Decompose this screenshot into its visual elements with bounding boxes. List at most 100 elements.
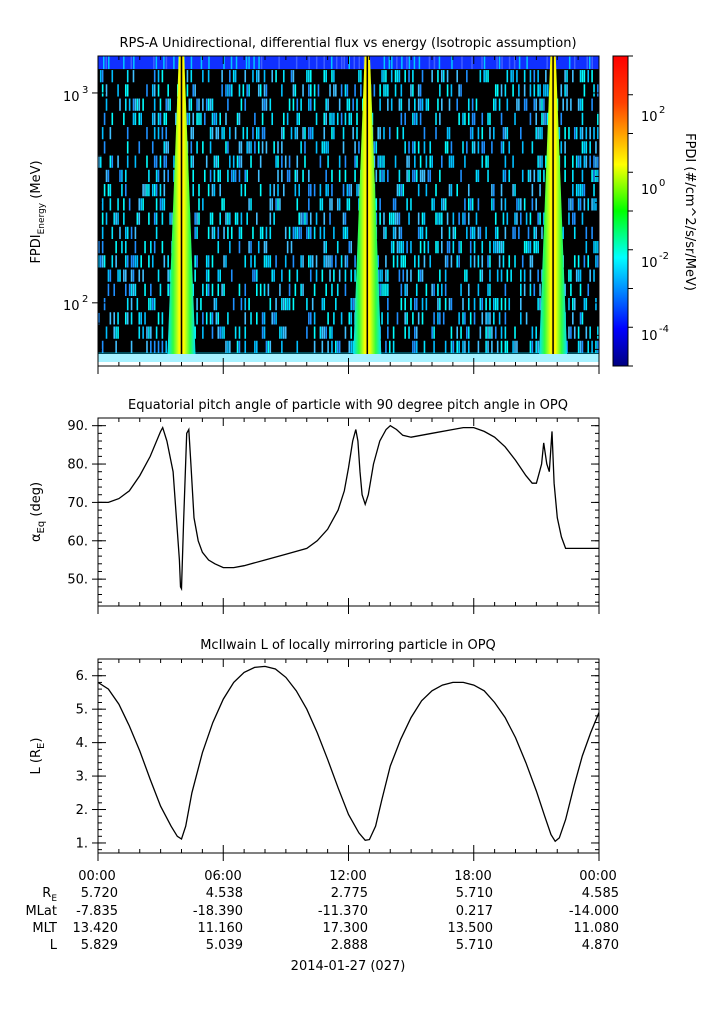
spectrogram-cell bbox=[398, 98, 401, 111]
spectrogram-cell bbox=[219, 326, 221, 339]
spectrogram-cell bbox=[493, 184, 495, 197]
spectrogram-cell bbox=[215, 312, 218, 325]
spectrogram-cell bbox=[327, 312, 329, 325]
spectrogram-cell bbox=[107, 184, 110, 197]
y-tick-label: 70. bbox=[67, 496, 88, 511]
spectrogram-cell bbox=[356, 127, 358, 140]
spectrogram-cell bbox=[450, 141, 453, 154]
colorbar-gradient bbox=[612, 55, 629, 367]
spectrogram-cell bbox=[281, 127, 283, 140]
spectrogram-cell bbox=[234, 212, 237, 225]
spectrogram-cell bbox=[435, 112, 437, 126]
spectrogram-cell bbox=[263, 127, 266, 140]
spectrogram-cell bbox=[103, 298, 106, 311]
spectrogram-cell bbox=[277, 155, 279, 168]
spectrogram-cell bbox=[513, 56, 516, 70]
spectrogram-cell bbox=[123, 198, 125, 211]
spectrogram-cell bbox=[242, 84, 245, 97]
spectrogram-cell bbox=[286, 241, 289, 254]
spectrogram-cell bbox=[573, 127, 576, 140]
spectrogram-cell bbox=[448, 241, 451, 254]
spectrogram-cell bbox=[439, 84, 441, 97]
spectrogram-cell bbox=[450, 326, 453, 339]
spectrogram-cell bbox=[446, 127, 449, 140]
spectrogram-cell bbox=[504, 169, 507, 183]
spectrogram-cell bbox=[98, 241, 100, 254]
spectrogram-cell bbox=[579, 340, 582, 353]
spectrogram-cell bbox=[585, 155, 588, 168]
spectrogram-cell bbox=[213, 184, 216, 197]
spectrogram-cell bbox=[354, 269, 356, 282]
spectrogram-cell bbox=[338, 269, 341, 282]
spectrogram-cell bbox=[440, 283, 443, 297]
spectrogram-cell bbox=[387, 312, 389, 325]
spectrogram-cell bbox=[456, 255, 459, 268]
spectrogram-cell bbox=[415, 112, 418, 126]
spectrogram-cell bbox=[329, 198, 331, 211]
spectrogram-cell bbox=[173, 169, 175, 183]
spectrogram-cell bbox=[444, 283, 447, 297]
spectrogram-cell bbox=[165, 56, 168, 70]
spectrogram-cell bbox=[356, 155, 358, 168]
spectrogram-cell bbox=[140, 198, 142, 211]
spectrogram-cell bbox=[213, 169, 216, 183]
spectrogram-cell bbox=[308, 226, 310, 240]
spectrogram-cell bbox=[254, 141, 256, 154]
spectrogram-cell bbox=[117, 155, 119, 168]
spectrogram-cell bbox=[146, 326, 148, 339]
spectrogram-cell bbox=[479, 298, 482, 311]
spectrogram-cell bbox=[111, 112, 114, 126]
spectrogram-cell bbox=[294, 127, 297, 140]
spectrogram-cell bbox=[423, 255, 426, 268]
spectrogram-cell bbox=[265, 255, 268, 268]
spectrogram-cell bbox=[442, 70, 445, 83]
spectrogram-cell bbox=[221, 84, 223, 97]
spectrogram-cell bbox=[523, 98, 526, 111]
spectrogram-cell bbox=[458, 312, 460, 325]
spectrogram-cell bbox=[165, 98, 168, 111]
spectrogram-cell bbox=[531, 198, 534, 211]
spectrogram-cell bbox=[295, 56, 298, 70]
spectrogram-cell bbox=[508, 255, 511, 268]
spectrogram-cell bbox=[539, 298, 541, 311]
spectrogram-cell bbox=[504, 326, 507, 339]
spectrogram-cell bbox=[336, 340, 339, 353]
spectrogram-cell bbox=[309, 269, 312, 282]
spectrogram-cell bbox=[581, 340, 584, 353]
spectrogram-cell bbox=[325, 169, 327, 183]
spectrogram-cell bbox=[146, 155, 148, 168]
spectrogram-cell bbox=[229, 340, 231, 353]
spectrogram-cell bbox=[269, 98, 272, 111]
spectrogram-cell bbox=[140, 312, 142, 325]
spectrogram-cell bbox=[421, 212, 424, 225]
spectrogram-cell bbox=[406, 198, 408, 211]
spectrogram-cell bbox=[211, 184, 214, 197]
spectrogram-cell bbox=[308, 255, 310, 268]
spectrogram-cell bbox=[148, 212, 150, 225]
spectrogram-cell bbox=[587, 283, 590, 297]
spectrogram-cell bbox=[194, 255, 196, 268]
spectrogram-cell bbox=[493, 312, 495, 325]
spectrogram-cell bbox=[232, 169, 235, 183]
spectrogram-cell bbox=[105, 169, 108, 183]
spectrogram-cell bbox=[595, 141, 597, 154]
spectrogram-cell bbox=[385, 283, 387, 297]
spectrogram-cell bbox=[256, 127, 258, 140]
spectrogram-cell bbox=[133, 56, 135, 70]
spectrogram-cell bbox=[444, 141, 447, 154]
spectrogram-cell bbox=[583, 255, 586, 268]
spectrogram-cell bbox=[207, 283, 210, 297]
spectrogram-cell bbox=[444, 298, 447, 311]
spectrogram-cell bbox=[163, 141, 166, 154]
spectrogram-cell bbox=[190, 70, 193, 83]
spectrogram-cell bbox=[323, 326, 326, 339]
spectrogram-cell bbox=[398, 241, 401, 254]
spectrogram-cell bbox=[107, 169, 110, 183]
spectrogram-cell bbox=[579, 312, 582, 325]
spectrogram-cell bbox=[504, 283, 507, 297]
spectrogram-cell bbox=[379, 198, 381, 211]
spectrogram-cell bbox=[464, 269, 466, 282]
ytick-100-exp: 2 bbox=[82, 294, 88, 305]
spectrogram-cell bbox=[209, 127, 212, 140]
spectrogram-cell bbox=[192, 127, 195, 140]
